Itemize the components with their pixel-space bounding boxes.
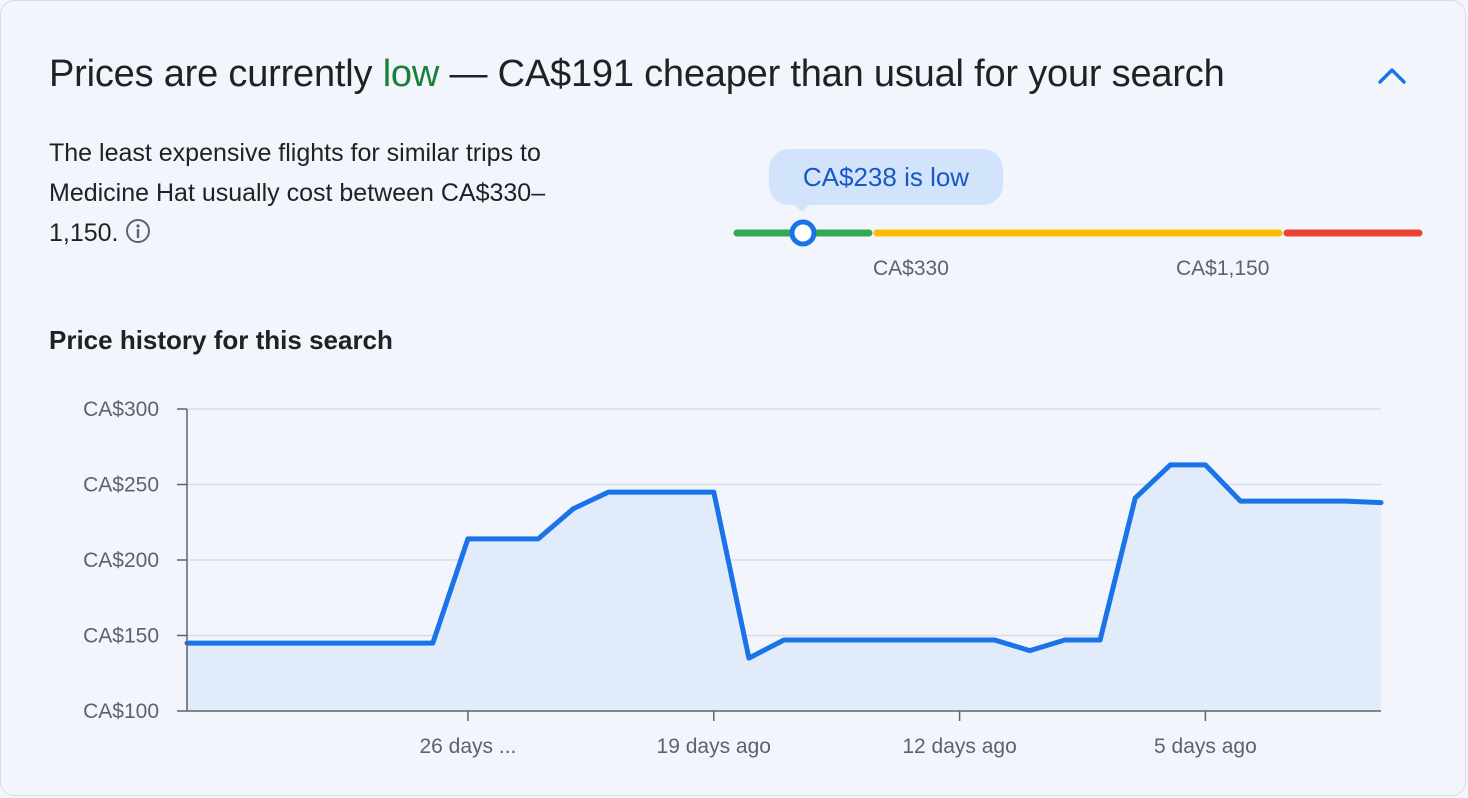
x-tick-label: 5 days ago xyxy=(1154,735,1257,758)
y-tick-label: CA$200 xyxy=(83,549,159,572)
tooltip-pointer xyxy=(793,203,811,212)
y-tick-label: CA$250 xyxy=(83,474,159,497)
gauge-current-marker xyxy=(789,219,817,247)
x-tick-label: 26 days ... xyxy=(419,735,516,758)
price-history-chart: CA$300 CA$250 CA$200 CA$150 CA$100 26 days ..… xyxy=(83,398,1384,758)
info-icon[interactable] xyxy=(125,216,151,256)
gauge-low-threshold-label: CA$330 xyxy=(873,257,949,280)
price-summary-text: The least expensive flights for similar … xyxy=(49,139,546,247)
price-summary: The least expensive flights for similar … xyxy=(49,133,569,256)
chevron-up-icon xyxy=(1378,68,1406,84)
y-tick-label: CA$300 xyxy=(83,398,159,421)
gauge-high-threshold-label: CA$1,150 xyxy=(1176,257,1270,280)
x-tick-label: 12 days ago xyxy=(902,735,1016,758)
price-range-gauge xyxy=(733,219,1423,247)
price-line xyxy=(184,462,1384,661)
price-area xyxy=(187,464,1381,711)
y-tick-label: CA$100 xyxy=(83,700,159,723)
price-status-low: low xyxy=(382,53,440,95)
headline-suffix: — CA$191 cheaper than usual for your sea… xyxy=(439,53,1225,95)
collapse-button[interactable] xyxy=(1369,53,1415,99)
headline-prefix: Prices are currently xyxy=(49,53,383,95)
chart-title: Price history for this search xyxy=(49,325,393,355)
y-tick-label: CA$150 xyxy=(83,625,159,648)
current-price-tooltip: CA$238 is low xyxy=(769,149,1003,205)
price-status-headline: Prices are currently low — CA$191 cheape… xyxy=(49,51,1225,97)
x-tick-label: 19 days ago xyxy=(657,735,771,758)
